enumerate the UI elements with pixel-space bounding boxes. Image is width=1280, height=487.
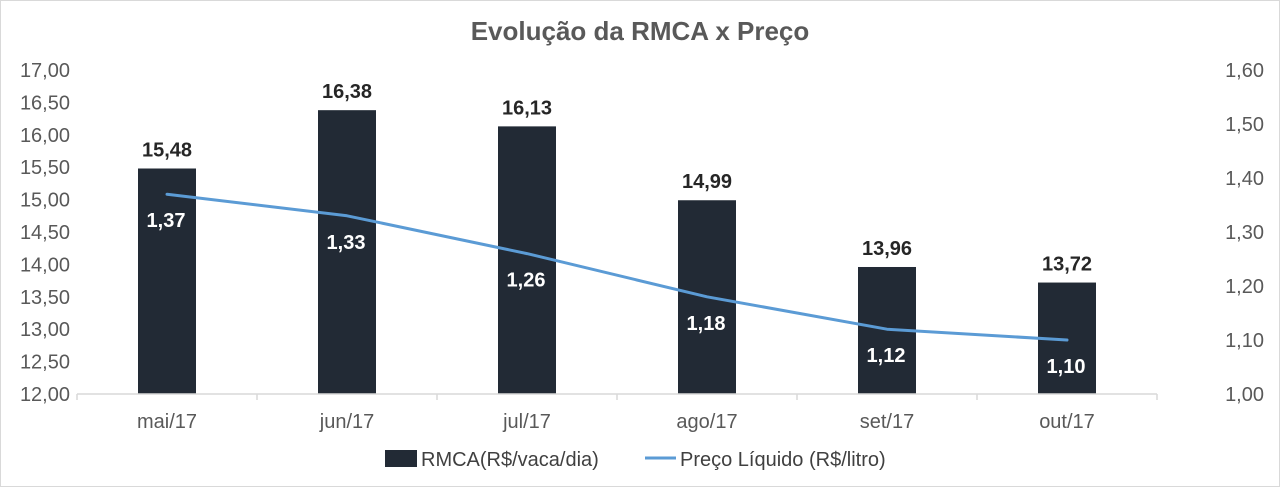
right-axis-tick-label: 1,40: [1225, 168, 1264, 190]
left-axis-tick-label: 14,00: [20, 254, 70, 276]
line-data-label: 1,10: [1047, 356, 1086, 378]
legend-swatch-bar: [385, 450, 417, 467]
left-axis-tick-label: 12,50: [20, 352, 70, 374]
bar-data-label: 16,13: [502, 97, 552, 119]
right-axis-tick-label: 1,00: [1225, 384, 1264, 406]
x-axis-tick-label: jun/17: [319, 411, 375, 433]
left-axis-tick-label: 16,50: [20, 92, 70, 114]
legend-label-bar: RMCA(R$/vaca/dia): [421, 449, 599, 471]
bar-data-label: 14,99: [682, 171, 732, 193]
line-data-label: 1,33: [327, 232, 366, 254]
line-path: [165, 192, 1069, 342]
bar: [138, 168, 196, 394]
left-axis-tick-label: 17,00: [20, 60, 70, 82]
x-axis-tick-label: ago/17: [676, 411, 737, 433]
line-data-label: 1,18: [687, 313, 726, 335]
left-axis-tick-label: 13,00: [20, 319, 70, 341]
x-axis-tick-label: set/17: [860, 411, 914, 433]
legend-label-line: Preço Líquido (R$/litro): [680, 449, 886, 471]
bar: [498, 126, 556, 394]
right-axis-tick-label: 1,20: [1225, 276, 1264, 298]
x-axis-tick-label: jul/17: [502, 411, 551, 433]
bar-data-labels: 15,48 16,38 16,13 14,99 13,96 13,72: [142, 81, 1092, 275]
line-data-label: 1,26: [507, 270, 546, 292]
left-axis-tick-label: 14,50: [20, 222, 70, 244]
bar-data-label: 13,96: [862, 238, 912, 260]
x-axis: mai/17 jun/17 jul/17 ago/17 set/17 out/17: [76, 393, 1158, 433]
left-axis-tick-label: 15,00: [20, 190, 70, 212]
right-axis-tick-label: 1,50: [1225, 114, 1264, 136]
bar-data-label: 13,72: [1042, 254, 1092, 276]
left-axis-tick-label: 16,00: [20, 125, 70, 147]
bar-series: [138, 110, 1096, 395]
right-axis-tick-label: 1,60: [1225, 60, 1264, 82]
line-series: [165, 192, 1069, 342]
legend: RMCA(R$/vaca/dia) Preço Líquido (R$/litr…: [385, 449, 886, 471]
bar-data-label: 15,48: [142, 139, 192, 161]
right-axis-tick-label: 1,10: [1225, 330, 1264, 352]
x-axis-tick-label: out/17: [1039, 411, 1095, 433]
left-axis-tick-label: 15,50: [20, 157, 70, 179]
right-axis-tick-label: 1,30: [1225, 222, 1264, 244]
left-axis: 12,00 12,50 13,00 13,50 14,00 14,50 15,00 15,50…: [20, 60, 70, 406]
line-data-labels: 1,37 1,33 1,26 1,18 1,12 1,10: [147, 210, 1086, 378]
chart-title: Evolução da RMCA x Preço: [471, 16, 810, 46]
right-axis: 1,00 1,10 1,20 1,30 1,40 1,50 1,60: [1225, 60, 1264, 406]
left-axis-tick-label: 13,50: [20, 287, 70, 309]
bar: [318, 110, 376, 395]
left-axis-tick-label: 12,00: [20, 384, 70, 406]
line-data-label: 1,12: [867, 345, 906, 367]
x-axis-tick-label: mai/17: [137, 411, 197, 433]
line-data-label: 1,37: [147, 210, 186, 232]
bar-data-label: 16,38: [322, 81, 372, 103]
